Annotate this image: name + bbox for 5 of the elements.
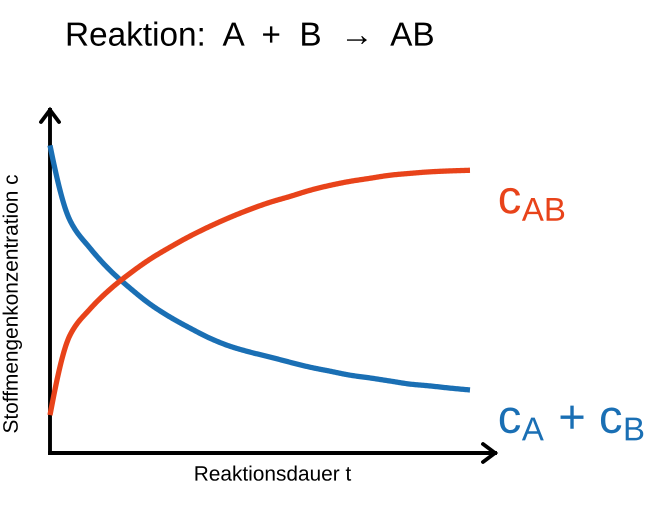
x-axis-title: Reaktionsdauer t [195,466,352,481]
series-label: c$_{A}$ + c$_{B}$ [500,406,644,440]
chart-title: Reaktion: A + B → AB [68,21,433,46]
series-label: c$_{AB}$ [500,188,564,221]
y-axis-title: Stoffmengenkonzentration c [2,175,22,433]
